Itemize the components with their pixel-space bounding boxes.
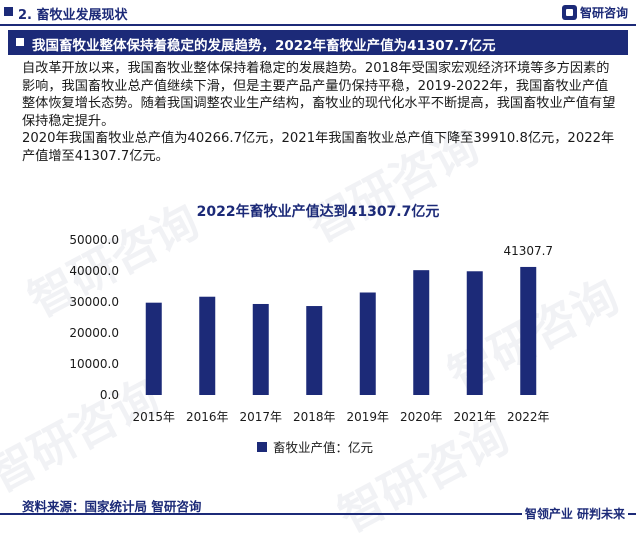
y-tick-label: 10000.0 [69,357,119,371]
section-title: 2. 畜牧业发展现状 [18,8,128,23]
x-tick-label: 2017年 [239,410,282,424]
data-label: 41307.7 [503,244,553,258]
footer-divider [0,513,636,515]
header-divider [0,24,636,26]
bar [199,296,216,395]
x-tick-label: 2020年 [400,410,443,424]
y-tick-label: 30000.0 [69,295,119,309]
footer-slogan: 智领产业 研判未来 [521,505,628,522]
y-tick-label: 40000.0 [69,264,119,278]
x-tick-label: 2016年 [186,410,229,424]
banner-marker [16,38,24,46]
x-tick-label: 2019年 [346,410,389,424]
section-marker [4,7,13,16]
bar [520,266,537,395]
y-tick-label: 0.0 [100,388,119,402]
y-tick-label: 20000.0 [69,326,119,340]
x-tick-label: 2022年 [507,410,550,424]
headline-text: 我国畜牧业整体保持着稳定的发展趋势，2022年畜牧业产值为41307.7亿元 [32,38,496,54]
legend-swatch [257,442,267,452]
logo-icon [561,5,577,20]
logo-text: 智研咨询 [579,6,628,20]
description-paragraph: 自改革开放以来，我国畜牧业整体保持着稳定的发展趋势。2018年受国家宏观经济环境… [22,61,616,129]
description: 自改革开放以来，我国畜牧业整体保持着稳定的发展趋势。2018年受国家宏观经济环境… [22,60,618,166]
description-paragraph: 2020年我国畜牧业总产值为40266.7亿元，2021年我国畜牧业总产值下降至… [22,131,615,164]
legend-label: 畜牧业产值：亿元 [273,440,373,455]
bar [359,292,376,395]
section-header: 2. 畜牧业发展现状 智研咨询 [0,0,636,26]
bar [145,302,162,395]
bar [466,271,483,395]
x-tick-label: 2015年 [132,410,175,424]
headline-banner: 我国畜牧业整体保持着稳定的发展趋势，2022年畜牧业产值为41307.7亿元 [8,30,628,55]
brand-logo: 智研咨询 [561,4,628,21]
bar [252,303,269,395]
bar [306,306,323,395]
bar-chart: 0.0 10000.0 20000.0 30000.0 40000.0 50000.0 20… [69,233,553,455]
chart-title: 2022年畜牧业产值达到41307.7亿元 [196,204,440,220]
bar [413,270,430,395]
x-tick-label: 2021年 [453,410,496,424]
y-tick-label: 50000.0 [69,233,119,247]
x-tick-label: 2018年 [293,410,336,424]
data-source: 资料来源：国家统计局 智研咨询 [22,499,202,514]
